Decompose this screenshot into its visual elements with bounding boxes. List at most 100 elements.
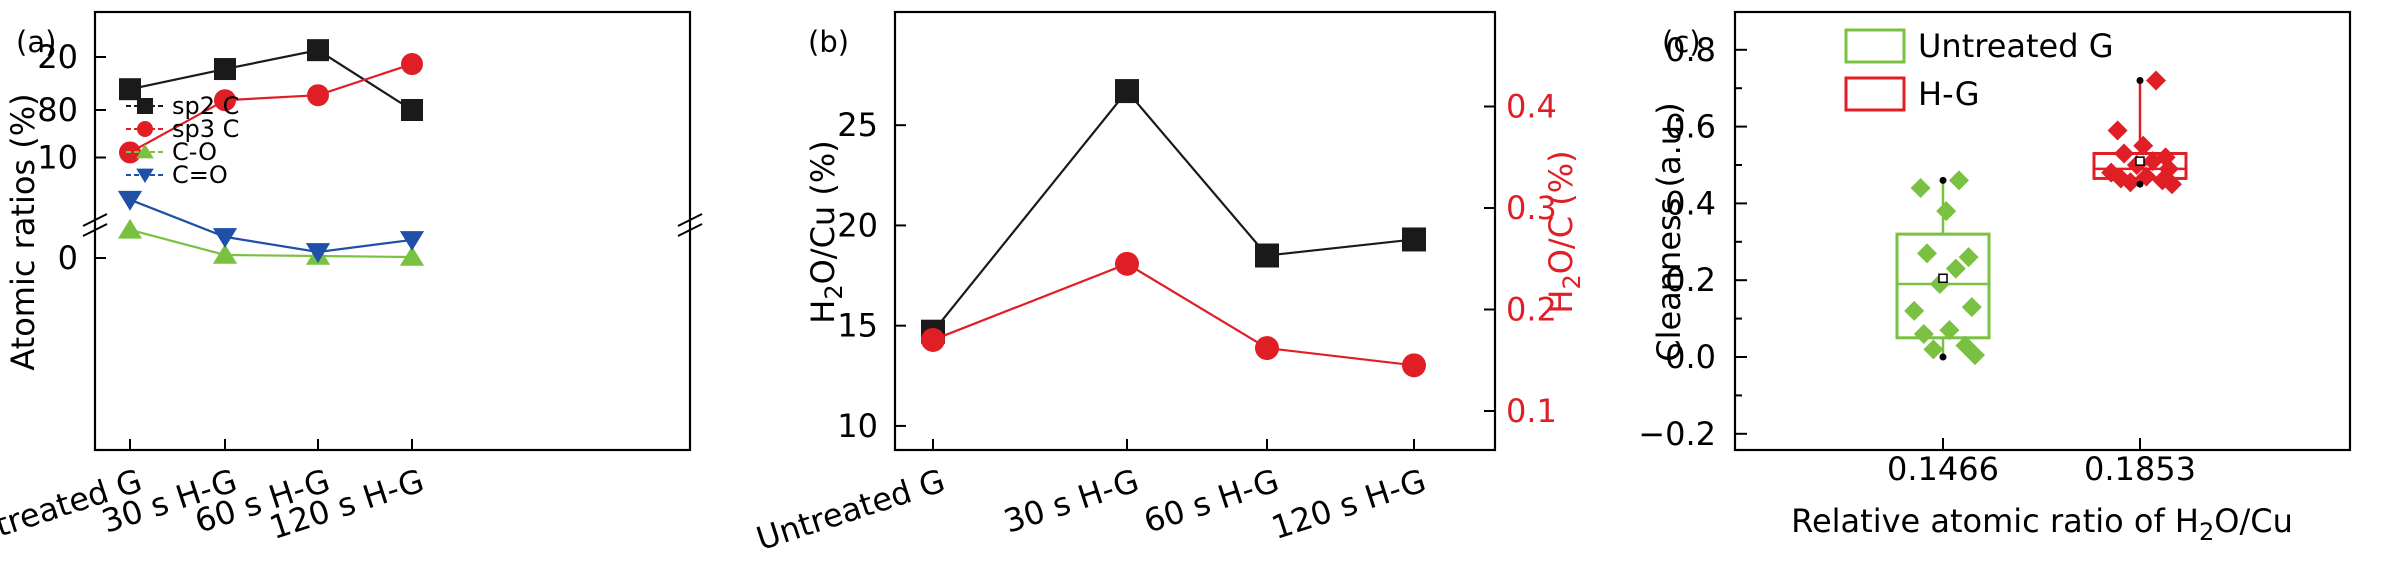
panel-a-legend-label: C-O	[172, 138, 217, 166]
axis-break-left	[82, 213, 108, 237]
panel-c-y-tick-label: −0.2	[1638, 415, 1716, 453]
panel-c-data-point	[1917, 243, 1937, 264]
panel-b-ylabel-right: H2O/C (%)	[1542, 150, 1586, 313]
panel-b-frame	[893, 10, 1497, 452]
panel-a-data-point	[399, 245, 425, 266]
panel-c-data-point	[1945, 258, 1966, 279]
panel-c-data-point	[2146, 70, 2166, 91]
panel-a-data-point	[119, 78, 141, 101]
panel-b-data-point	[1255, 243, 1279, 268]
panel-a-legend-label: C=O	[172, 161, 228, 189]
panel-a-data-point	[307, 39, 329, 62]
panel-c-data-point	[1961, 297, 1982, 318]
panel-b-data-point	[921, 327, 945, 352]
panel-c-y-tick-label: 0.4	[1665, 184, 1716, 222]
panel-c-data-point	[2162, 174, 2182, 195]
panel-c-mean-marker	[1938, 273, 1948, 284]
panel-b-series-line	[932, 262, 1415, 367]
panel-a-data-point	[307, 84, 329, 107]
panel-c-data-point	[1904, 300, 1925, 321]
panel-c-xlabel: Relative atomic ratio of H2O/Cu	[1791, 502, 2293, 546]
panel-a-data-point	[214, 89, 236, 112]
panel-c-data-point	[1910, 178, 1931, 199]
panel-c-data-point	[2120, 172, 2141, 193]
panel-a-data-point	[117, 218, 143, 239]
panel-c-data-point	[1965, 345, 1985, 366]
panel-a-y-tick-label: 80	[37, 91, 78, 129]
panel-a-y-tick-label: 0	[58, 239, 78, 277]
panel-c-data-point	[1958, 247, 1979, 268]
panel-c-max-marker	[2136, 77, 2144, 85]
panel-a-legend-marker	[137, 121, 153, 137]
panel-b-x-tick-label: 30 s H-G	[999, 461, 1143, 540]
panel-a-series-line	[129, 198, 413, 254]
panel-b-data-point	[1115, 79, 1139, 104]
panel-c-y-tick-label: 0.8	[1665, 31, 1716, 69]
panel-c-data-point	[1949, 170, 1969, 191]
panel-a-legend-label: sp2 C	[172, 92, 239, 120]
panel-a-series-line	[129, 62, 413, 154]
panel-c: (c) Cleanness (a.u.) Relative atomic rat…	[1638, 10, 2352, 546]
panel-a-y-tick-label: 10	[37, 139, 78, 177]
panel-c-legend-swatch	[1844, 28, 1906, 64]
panel-c-legend-label: Untreated G	[1918, 27, 2114, 65]
panel-a-data-point	[401, 53, 423, 76]
panel-a-legend-marker	[137, 98, 153, 114]
panel-a-y-tick-label: 20	[37, 38, 78, 76]
panel-c-legend-swatch	[1844, 76, 1906, 112]
panel-c-data-point	[2114, 143, 2134, 164]
panel-c-legend: Untreated G H-G	[1844, 27, 2114, 113]
panel-a-data-point	[399, 231, 425, 251]
panel-c-data-point	[2107, 120, 2128, 141]
panel-b-y-tick-label-right: 0.1	[1506, 392, 1557, 430]
panel-b-y-tick-label-left: 10	[837, 407, 878, 445]
panel-b-data-point	[1402, 227, 1426, 252]
panel-a-series-line	[129, 228, 413, 259]
panel-c-x-tick-label: 0.1466	[1887, 450, 1999, 488]
panel-b-y-tick-label-right: 0.4	[1506, 88, 1557, 126]
panel-c-frame	[1733, 10, 2352, 452]
panel-a-ylabel: Atomic ratios (%)	[4, 93, 42, 370]
panel-a-data-point	[305, 243, 331, 263]
panel-a-data-point	[117, 190, 143, 211]
panel-c-y-tick-label: 0.0	[1665, 338, 1716, 376]
axis-break-right	[677, 213, 703, 237]
panel-a-legend-marker	[136, 168, 154, 183]
panel-a-data-point	[212, 228, 238, 248]
panel-b-x-tick-label: 60 s H-G	[1139, 461, 1283, 540]
panel-c-min-marker	[2136, 180, 2144, 188]
panel-c-max-marker	[1939, 176, 1947, 184]
panel-c-data-point	[1913, 323, 1934, 344]
panel-b-y-tick-label-left: 15	[837, 307, 878, 345]
panel-c-ylabel: Cleanness (a.u.)	[1650, 102, 1688, 362]
panel-a-data-point	[214, 58, 236, 81]
panel-b: (b) H2O/Cu (%) H2O/C (%) 10 15 20 25 0.1 0.2 0…	[752, 10, 1586, 558]
panel-c-data-point	[2133, 135, 2154, 156]
panel-a-data-point	[212, 243, 238, 264]
panel-c-x-tick-label: 0.1853	[2084, 450, 2196, 488]
panel-c-data-point	[2142, 151, 2163, 172]
panel-a-legend-marker	[136, 144, 154, 159]
panel-b-y-tick-label-left: 25	[837, 106, 878, 144]
panel-b-data-point	[1402, 353, 1426, 378]
panel-b-series-line	[932, 89, 1415, 333]
panel-c-label: (c)	[1662, 25, 1701, 59]
panel-c-mean-marker	[2135, 156, 2145, 166]
panel-b-ylabel-left: H2O/Cu (%)	[804, 140, 848, 323]
panel-c-min-marker	[1939, 353, 1947, 361]
panel-b-y-tick-label-right: 0.3	[1506, 189, 1557, 227]
panel-a-legend-label: sp3 C	[172, 115, 239, 143]
panel-c-data-point	[1936, 201, 1957, 222]
panel-c-y-tick-label: 0.2	[1665, 261, 1716, 299]
panel-b-data-point	[1255, 336, 1279, 361]
panel-c-data-point	[1939, 320, 1960, 341]
panel-b-y-tick-label-right: 0.2	[1506, 291, 1557, 329]
panel-b-x-tick-label: Untreated G	[752, 461, 950, 558]
panel-b-y-tick-label-left: 20	[837, 206, 878, 244]
panel-c-legend-label: H-G	[1918, 75, 1980, 113]
panel-b-data-point	[1115, 251, 1139, 276]
panel-c-y-tick-label: 0.6	[1665, 108, 1716, 146]
